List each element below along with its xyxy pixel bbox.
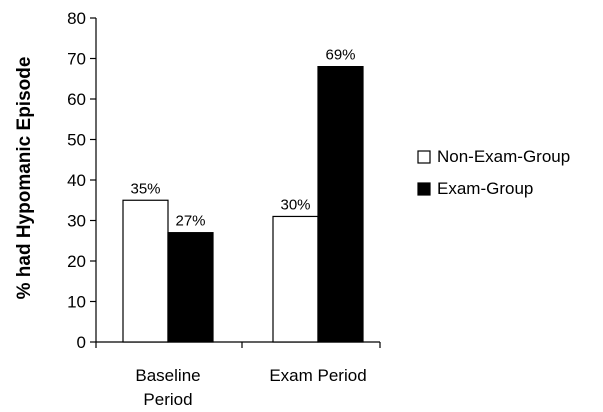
y-axis-label: % had Hypomanic Episode [14,57,35,300]
y-tick-label: 70 [67,50,86,69]
y-tick-label: 10 [67,293,86,312]
legend: Non-Exam-Group Exam-Group [417,147,570,198]
y-tick-label: 50 [67,131,86,150]
bar-exam-group-1 [317,65,364,343]
y-tick-label: 0 [77,333,86,352]
legend-label: Exam-Group [437,179,533,198]
x-category-label: Exam Period [269,366,366,385]
bar-exam-group-0 [167,232,214,343]
data-label: 35% [130,180,160,197]
data-label: 69% [325,47,355,64]
y-tick-label: 40 [67,171,86,190]
y-tick-label: 80 [67,9,86,28]
y-tick-label: 20 [67,252,86,271]
x-category-label: Baseline [135,366,200,385]
legend-label: Non-Exam-Group [437,147,570,166]
x-category-label: Period [143,390,192,409]
bar-non-exam-group-1 [272,215,319,343]
plot-area: 0 10 20 30 40 50 60 70 80 35% 30% 27% 69% Baseline Per… [67,9,381,409]
data-label: 27% [175,213,205,230]
bar-non-exam-group-0 [122,199,169,343]
y-tick-label: 30 [67,212,86,231]
data-label: 30% [280,196,310,213]
y-tick-label: 60 [67,90,86,109]
legend-swatch [417,150,431,164]
legend-swatch [417,182,431,196]
